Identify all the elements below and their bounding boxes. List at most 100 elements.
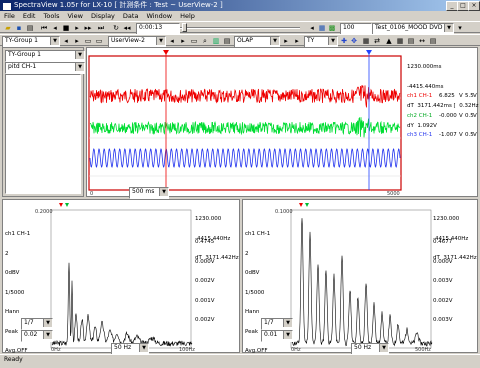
window-title: SpectraView 1.05r for LX-10 [ 計測条件 : Tes… bbox=[14, 1, 223, 9]
side-label: Peak bbox=[5, 328, 19, 335]
next-icon[interactable]: ▸▸ bbox=[84, 24, 92, 32]
menu-help[interactable]: Help bbox=[180, 12, 195, 20]
waveform-frame bbox=[88, 55, 402, 191]
side-label: 1/5000 bbox=[5, 289, 25, 296]
spectrum-right-values: 0.4677 0.000V 0.003V 0.002V 0.003V bbox=[433, 226, 453, 337]
prev-icon[interactable]: ◂ bbox=[53, 24, 57, 32]
cursor-a-marker-icon[interactable] bbox=[59, 203, 63, 207]
table-icon[interactable]: ▩ bbox=[328, 24, 336, 32]
x-axis-start: 0 bbox=[90, 191, 94, 197]
cursor-icon[interactable]: ✚ bbox=[341, 37, 347, 45]
stop-icon[interactable]: ■ bbox=[62, 24, 70, 32]
last-icon[interactable]: ⏭ bbox=[97, 24, 105, 32]
menu-view[interactable]: View bbox=[67, 12, 83, 20]
menu-window[interactable]: Window bbox=[146, 12, 173, 20]
rewind-icon[interactable]: ◂◂ bbox=[123, 24, 131, 32]
cursor-a-marker-icon[interactable] bbox=[299, 203, 303, 207]
channel-scale-unit: V bbox=[473, 132, 477, 138]
cursor-b-marker-icon[interactable] bbox=[305, 203, 309, 207]
cursor-a-marker-icon[interactable] bbox=[163, 50, 169, 55]
chevron-down-icon: ▼ bbox=[50, 37, 59, 45]
channel-value: 6.825 bbox=[439, 93, 455, 99]
timebase-select[interactable]: 500 ms ▼ bbox=[129, 187, 169, 199]
side-label: ch1 CH-1 bbox=[245, 231, 271, 237]
waveform-info-line: dY 1.092V bbox=[407, 122, 437, 129]
step-back-icon[interactable]: ◂ bbox=[310, 24, 314, 32]
value-line: 0.002V bbox=[195, 317, 215, 323]
cursor-b-marker-icon[interactable] bbox=[366, 50, 372, 55]
info-line: -4415.440Hz bbox=[433, 235, 469, 242]
value-line: 0.002V bbox=[433, 297, 453, 304]
filter-icon[interactable]: ▸ bbox=[295, 37, 299, 45]
close-button[interactable]: × bbox=[468, 1, 480, 11]
layout-icon[interactable]: ▭ bbox=[190, 37, 198, 45]
grid-icon[interactable]: ▦ bbox=[318, 24, 326, 32]
status-text: Ready bbox=[4, 356, 23, 363]
value-line: 0.003V bbox=[433, 317, 453, 323]
menu-data[interactable]: Data bbox=[122, 12, 139, 20]
view-prev-icon[interactable]: ◂ bbox=[170, 37, 174, 45]
side-label: 1/5000 bbox=[245, 289, 265, 296]
save-icon[interactable]: ▪ bbox=[16, 24, 22, 32]
waveform-svg bbox=[88, 50, 402, 191]
align-icon[interactable]: ▤ bbox=[223, 37, 231, 45]
scale-select[interactable]: 1/7 ▼ bbox=[261, 318, 293, 330]
open-folder-icon[interactable]: ▰ bbox=[5, 24, 11, 32]
view-select[interactable]: UserView-2 ▼ bbox=[108, 36, 166, 48]
view-next-icon[interactable]: ▸ bbox=[181, 37, 185, 45]
y-axis-max: 0.2000 bbox=[35, 209, 53, 215]
waveform-info-line: 1230.000ms bbox=[407, 64, 442, 70]
position-slider-track[interactable] bbox=[180, 27, 300, 29]
expand-icon[interactable]: ▾ bbox=[458, 24, 462, 32]
spectrum-right-labels: ch1 CH-1 2 0dBV 1/5000 Hann Peak Avg.OFF bbox=[245, 218, 270, 368]
cursor-move-icon[interactable]: ✥ bbox=[351, 37, 357, 45]
measure-icon[interactable]: ▦ bbox=[362, 37, 370, 45]
channel-scale: 0.5 bbox=[465, 112, 474, 119]
gain-select[interactable]: 0.02 ▼ bbox=[21, 330, 53, 342]
sync-icon[interactable]: ↔ bbox=[419, 37, 425, 45]
table-view-icon[interactable]: ▦ bbox=[396, 37, 404, 45]
waveform-info-line: dT 3171.442ms [ 0.32Hz bbox=[407, 103, 479, 109]
spectrum-right-svg bbox=[290, 203, 433, 349]
remove-view-icon[interactable]: ▭ bbox=[95, 37, 103, 45]
menu-tools[interactable]: Tools bbox=[43, 12, 60, 20]
side-label: 0dBV bbox=[5, 270, 20, 276]
waveform-info-line: -4415.440ms bbox=[407, 83, 444, 90]
zoom-icon[interactable]: ⌕ bbox=[203, 37, 207, 45]
loop-icon[interactable]: ↻ bbox=[113, 24, 119, 32]
scale-select[interactable]: 1/7 ▼ bbox=[21, 318, 53, 330]
cursor-b-marker-icon[interactable] bbox=[65, 203, 69, 207]
panel-channel-select[interactable]: pitd CH-1 ▼ bbox=[5, 62, 85, 74]
chart-icon[interactable]: ▥ bbox=[212, 37, 220, 45]
channel-unit: V bbox=[459, 132, 463, 138]
print-icon[interactable]: ▤ bbox=[26, 24, 34, 32]
spectrum-panel-right: 0.1000 ch1 CH-1 2 0dBV 1/5000 Hann Peak … bbox=[242, 199, 478, 355]
x-axis-start: 0Hz bbox=[51, 347, 61, 353]
list-icon[interactable]: ▤ bbox=[407, 37, 415, 45]
spectrum-left-values: 0.4745 0.000V 0.002V 0.001V 0.002V bbox=[195, 226, 215, 337]
chevron-down-icon: ▼ bbox=[283, 331, 292, 339]
value-line: 0.003V bbox=[433, 278, 453, 284]
x-axis-start: 0Hz bbox=[291, 347, 301, 353]
mode-select[interactable]: OLAP ▼ bbox=[234, 36, 280, 48]
channel-1-trace bbox=[89, 85, 401, 108]
settings-icon[interactable]: ▸ bbox=[284, 37, 288, 45]
position-slider-thumb[interactable] bbox=[182, 23, 187, 32]
panel-group-select[interactable]: TY-Group 1 ▼ bbox=[5, 50, 85, 62]
add-view-icon[interactable]: ▭ bbox=[84, 37, 92, 45]
x-axis-end: 5000 bbox=[387, 191, 400, 197]
first-icon[interactable]: ⏮ bbox=[40, 24, 48, 32]
channel-name: ch3 CH-1 bbox=[407, 132, 433, 138]
export-icon[interactable]: ▤ bbox=[429, 37, 437, 45]
toolbar-view: TY-Group 1 ▼ ◂ ▸ ▭ ▭ UserView-2 ▼ ◂ ▸ ▭ ⌕ … bbox=[0, 34, 480, 48]
prev-group-icon[interactable]: ◂ bbox=[64, 37, 68, 45]
gain-select[interactable]: 0.01 ▼ bbox=[261, 330, 293, 342]
next-group-icon[interactable]: ▸ bbox=[75, 37, 79, 45]
menu-edit[interactable]: Edit bbox=[22, 12, 36, 20]
menu-file[interactable]: File bbox=[4, 12, 15, 20]
menu-display[interactable]: Display bbox=[90, 12, 115, 20]
play-icon[interactable]: ▸ bbox=[75, 24, 79, 32]
marker-icon[interactable]: ⇄ bbox=[374, 37, 380, 45]
channel-list[interactable] bbox=[5, 74, 81, 194]
peak-icon[interactable]: ▲ bbox=[386, 37, 392, 45]
